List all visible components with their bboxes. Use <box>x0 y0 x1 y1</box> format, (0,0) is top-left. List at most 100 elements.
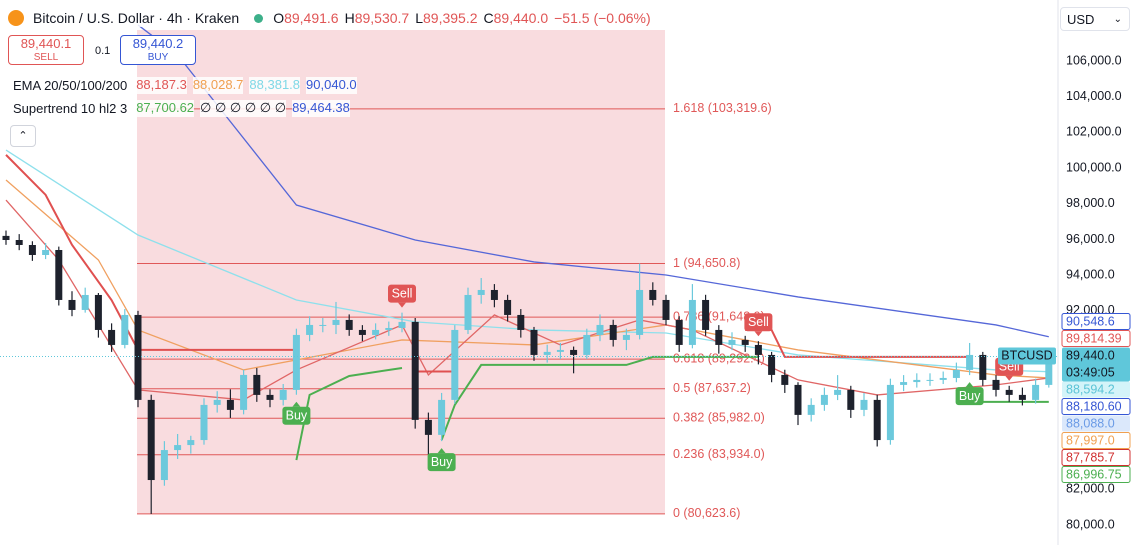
price-tag <box>1062 381 1130 398</box>
buy-label: BUY <box>147 52 169 63</box>
candle-body <box>530 329 538 355</box>
y-tick-label: 98,000.0 <box>1066 196 1115 210</box>
price-tag <box>1061 449 1131 467</box>
candle-body <box>702 299 710 330</box>
candle-body <box>253 374 261 395</box>
candle-body <box>306 324 314 335</box>
signal-pointer <box>292 401 301 407</box>
ohlc-item: L89,395.2 <box>415 10 477 26</box>
ema-value: 88,187.3 <box>136 77 187 94</box>
signal-box <box>955 387 984 406</box>
candle-body <box>147 399 155 481</box>
candle-body <box>108 329 116 345</box>
candle-body <box>662 299 670 320</box>
candle-body <box>358 329 366 335</box>
signal-pointer <box>965 382 974 388</box>
price-tag-label: 86,996.75 <box>1066 467 1122 481</box>
dropdown-arrow: ⌄ <box>1113 14 1122 25</box>
candle-body <box>570 349 578 355</box>
ohlc-key: C <box>483 10 494 26</box>
candle-body <box>966 354 974 370</box>
candle-body <box>411 321 419 420</box>
ohlc: O89,491.6 H89,530.7 L89,395.2 C89,440.0 <box>273 10 548 26</box>
candle-body <box>807 404 815 415</box>
supertrend-legend[interactable]: Supertrend 10 hl2 3 87,700.62 ∅ ∅ ∅ ∅ ∅ ∅… <box>10 100 350 117</box>
signal-box <box>427 453 456 472</box>
candle-body <box>226 399 234 410</box>
candle-body <box>187 440 195 446</box>
candle-body <box>200 404 208 441</box>
candle-body <box>213 399 221 405</box>
ema-value: 88,028.7 <box>192 77 244 94</box>
candle-body <box>794 384 802 415</box>
ema-legend[interactable]: EMA 20/50/100/200 88,187.3 88,028.7 88,381… <box>10 77 357 94</box>
candle-body <box>556 349 564 352</box>
candle-body <box>81 294 89 310</box>
candle-body <box>926 379 934 381</box>
candle-body <box>543 351 551 355</box>
sell-button[interactable]: 89,440.1 SELL <box>8 35 84 65</box>
candle-body <box>174 445 182 451</box>
buy-button[interactable]: 89,440.2 BUY <box>120 35 196 65</box>
candle-body <box>1018 394 1026 400</box>
fib-label: 0 (80,623.6) <box>673 506 740 520</box>
ohlc-key: L <box>415 10 423 26</box>
signal: Sell <box>744 313 773 337</box>
signal-pointer <box>754 331 763 337</box>
signal-label: Sell <box>392 286 413 300</box>
candle-body <box>68 299 76 310</box>
candle-body <box>345 319 353 330</box>
fib-label: 0.236 (83,934.0) <box>673 447 765 461</box>
supertrend-value: 87,700.62 <box>136 100 195 117</box>
candle-body <box>979 354 987 380</box>
currency-select[interactable]: USD ⌄ <box>1060 7 1130 31</box>
candle-body <box>913 379 921 383</box>
candle-body <box>332 319 340 325</box>
price-tag <box>1061 466 1131 484</box>
candle-body <box>1045 356 1053 385</box>
signal-pointer <box>1005 375 1014 381</box>
candle-body <box>754 344 762 355</box>
btc-icon <box>8 10 24 26</box>
price-tag <box>1061 313 1131 331</box>
y-tick-label: 102,000.0 <box>1066 125 1122 139</box>
candle-body <box>596 324 604 335</box>
symbol-title[interactable]: Bitcoin / U.S. Dollar · 4h · Kraken <box>30 9 243 27</box>
signal-pointer <box>398 302 406 308</box>
candle-body <box>372 329 380 335</box>
candle-body <box>886 384 894 441</box>
sell-price: 89,440.1 <box>20 36 72 51</box>
candle-body <box>490 289 498 300</box>
collapse-legend[interactable]: ⌃ <box>10 125 36 147</box>
signal-label: Sell <box>748 315 769 329</box>
price-tag <box>1062 415 1130 432</box>
signal: Buy <box>427 448 456 472</box>
price-axis: 106,000.0 104,000.0 102,000.0 100,000.0 98,0… <box>1066 53 1122 531</box>
candle-body <box>94 294 102 330</box>
ohlc-value: 89,530.7 <box>354 10 410 26</box>
ohlc-item: C89,440.0 <box>484 10 549 26</box>
candle-body <box>28 244 36 255</box>
candle-body <box>781 374 789 385</box>
candle-body <box>477 289 485 295</box>
ohlc-value: 89,395.2 <box>423 10 478 26</box>
candle-body <box>728 339 736 345</box>
candle-body <box>504 299 512 315</box>
candle-body <box>715 329 723 345</box>
ema-line <box>5 179 1049 379</box>
candle-body <box>636 289 644 335</box>
price-tag-label: 89,814.39 <box>1066 331 1122 345</box>
symbol-tag-label: BTCUSD <box>1001 348 1052 362</box>
candle-body <box>464 294 472 330</box>
ohlc-key: O <box>273 10 285 26</box>
candle-body <box>609 324 617 340</box>
candle-body <box>2 235 10 240</box>
ohlc-key: H <box>344 10 355 26</box>
signal-label: Buy <box>286 409 308 423</box>
signal: Buy <box>282 401 311 425</box>
candle-body <box>42 249 50 255</box>
y-tick-label: 104,000.0 <box>1066 89 1122 103</box>
fib-label: 1.618 (103,319.6) <box>673 101 772 115</box>
